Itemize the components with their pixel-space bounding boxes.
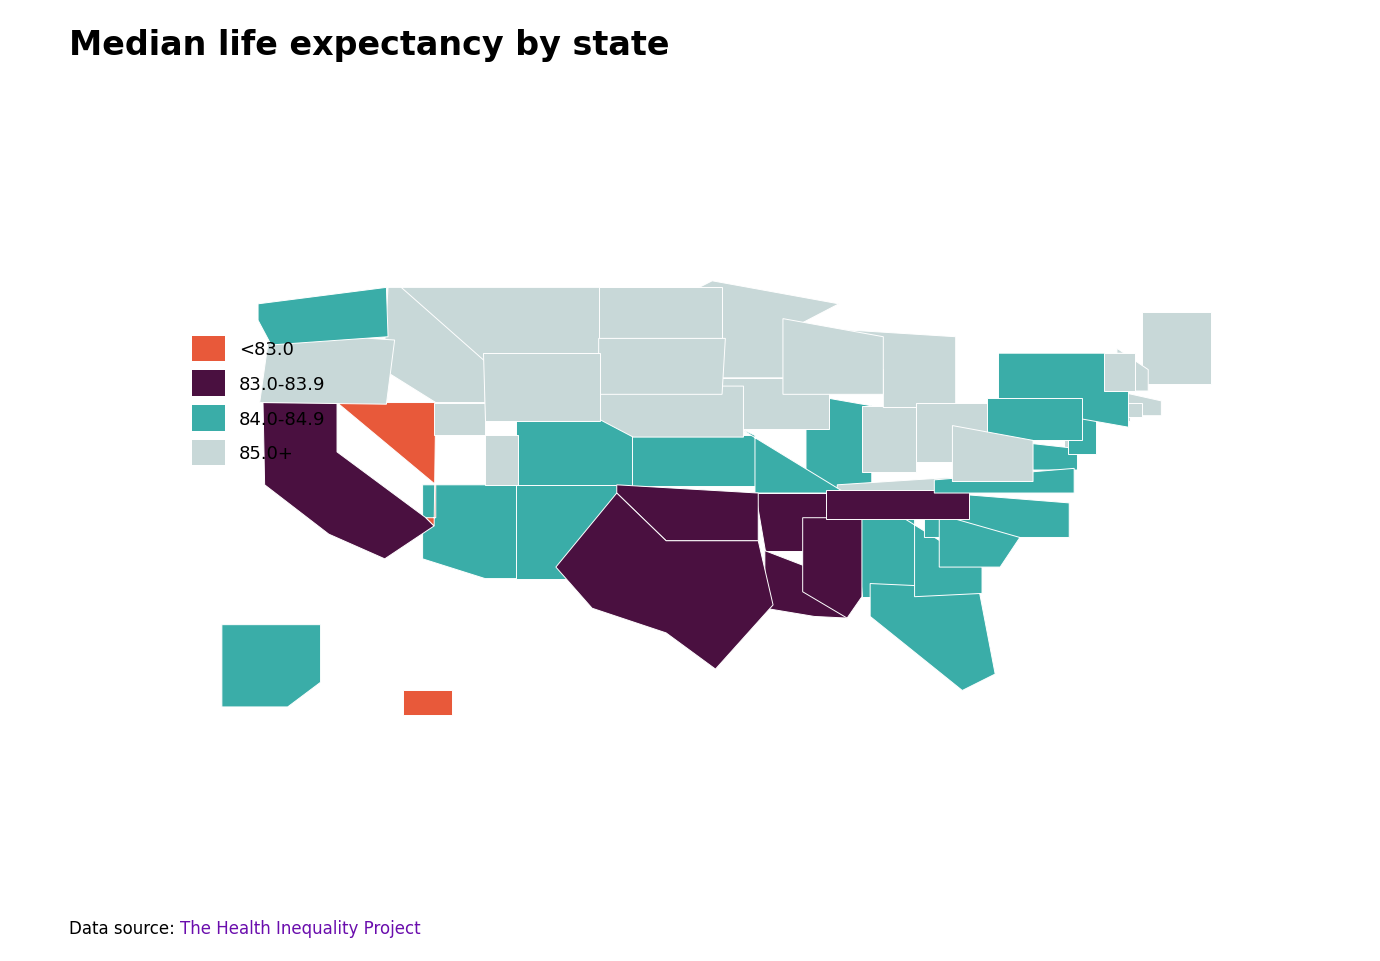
Polygon shape: [1103, 388, 1162, 416]
Polygon shape: [736, 426, 846, 494]
Polygon shape: [1064, 439, 1078, 462]
Polygon shape: [264, 403, 435, 559]
Polygon shape: [1003, 441, 1078, 471]
Polygon shape: [825, 490, 969, 520]
Polygon shape: [952, 426, 1034, 482]
Polygon shape: [483, 354, 600, 421]
Polygon shape: [755, 494, 838, 551]
Text: Data source:: Data source:: [69, 919, 181, 937]
Polygon shape: [871, 584, 995, 691]
Polygon shape: [556, 494, 773, 670]
Polygon shape: [838, 477, 963, 494]
Polygon shape: [806, 395, 872, 494]
Polygon shape: [940, 515, 1020, 568]
Text: The Health Inequality Project: The Health Inequality Project: [181, 919, 421, 937]
Polygon shape: [516, 485, 617, 579]
Polygon shape: [337, 403, 436, 527]
Polygon shape: [782, 319, 883, 395]
Polygon shape: [803, 518, 862, 619]
Polygon shape: [259, 333, 395, 405]
Polygon shape: [599, 339, 726, 395]
Polygon shape: [934, 469, 1074, 494]
Polygon shape: [617, 485, 758, 541]
Polygon shape: [632, 436, 755, 487]
Polygon shape: [1129, 403, 1141, 418]
Polygon shape: [599, 386, 744, 437]
Polygon shape: [765, 551, 850, 619]
Polygon shape: [422, 485, 518, 579]
Polygon shape: [903, 518, 983, 597]
Polygon shape: [402, 288, 600, 363]
Legend: <83.0, 83.0-83.9, 84.0-84.9, 85.0+: <83.0, 83.0-83.9, 84.0-84.9, 85.0+: [192, 336, 326, 466]
Text: Median life expectancy by state: Median life expectancy by state: [69, 29, 669, 62]
Polygon shape: [1104, 354, 1134, 392]
Polygon shape: [516, 420, 633, 487]
Polygon shape: [999, 354, 1129, 428]
Polygon shape: [1141, 312, 1210, 385]
Polygon shape: [722, 379, 829, 430]
Polygon shape: [987, 398, 1082, 441]
Polygon shape: [258, 288, 388, 346]
Polygon shape: [384, 288, 486, 403]
Polygon shape: [599, 288, 722, 339]
Polygon shape: [222, 625, 320, 707]
Polygon shape: [824, 330, 956, 408]
Polygon shape: [435, 403, 518, 485]
Polygon shape: [1068, 413, 1096, 455]
Polygon shape: [862, 407, 916, 472]
Polygon shape: [925, 492, 1070, 538]
Polygon shape: [916, 403, 987, 462]
Polygon shape: [1098, 402, 1130, 421]
Polygon shape: [856, 518, 915, 597]
Polygon shape: [1116, 349, 1148, 392]
Polygon shape: [599, 282, 839, 379]
Polygon shape: [403, 691, 453, 715]
